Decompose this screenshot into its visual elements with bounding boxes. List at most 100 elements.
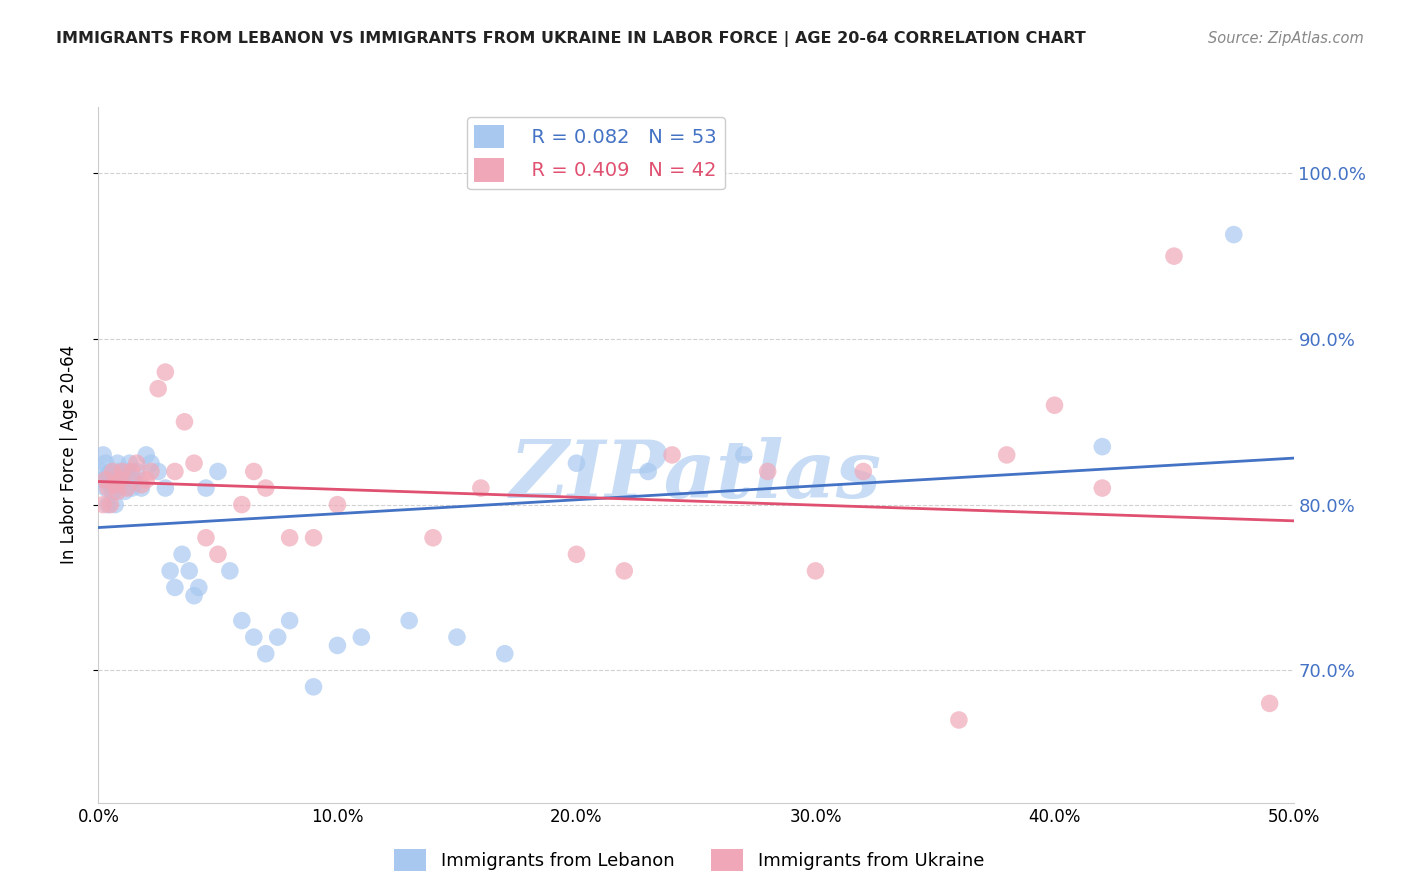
Point (565, 456, 588, 470)
Point (1091, 440, 1114, 454)
Point (115, 481, 138, 495)
Text: IMMIGRANTS FROM LEBANON VS IMMIGRANTS FROM UKRAINE IN LABOR FORCE | AGE 20-64 CO: IMMIGRANTS FROM LEBANON VS IMMIGRANTS FR… (56, 31, 1085, 47)
Point (107, 456, 129, 470)
Point (91, 448, 114, 462)
Point (121, 465, 143, 479)
Point (135, 473, 157, 487)
Point (115, 465, 138, 479)
Point (104, 498, 127, 512)
Point (135, 448, 157, 462)
Point (231, 614, 253, 628)
Point (243, 630, 266, 644)
Text: Source: ZipAtlas.com: Source: ZipAtlas.com (1208, 31, 1364, 46)
Point (107, 481, 129, 495)
Point (124, 473, 146, 487)
Point (94, 456, 117, 470)
Point (155, 481, 177, 495)
Point (101, 484, 124, 499)
Point (661, 448, 683, 462)
Text: ZIPatlas: ZIPatlas (510, 437, 882, 515)
Point (101, 473, 124, 487)
Point (148, 465, 170, 479)
Point (131, 481, 153, 495)
Point (278, 531, 301, 545)
Point (91, 498, 114, 512)
Point (163, 581, 186, 595)
Point (1043, 398, 1066, 412)
Point (194, 481, 218, 495)
Point (179, 564, 201, 578)
Point (1091, 481, 1114, 495)
Point (121, 481, 143, 495)
Point (131, 477, 153, 491)
Point (172, 547, 194, 561)
Point (302, 680, 325, 694)
Point (852, 465, 875, 479)
Point (326, 498, 349, 512)
Point (733, 448, 755, 462)
Point (207, 465, 229, 479)
Point (91, 473, 114, 487)
Point (350, 630, 373, 644)
Point (125, 465, 148, 479)
Point (108, 473, 131, 487)
Point (118, 456, 141, 470)
Point (565, 547, 588, 561)
Point (107, 484, 129, 499)
Point (219, 564, 242, 578)
Point (94, 473, 117, 487)
Point (187, 581, 209, 595)
Point (104, 477, 127, 491)
Point (243, 465, 266, 479)
Point (101, 465, 124, 479)
Point (111, 473, 134, 487)
Point (194, 531, 218, 545)
Point (183, 456, 205, 470)
Point (804, 564, 827, 578)
Point (94, 481, 117, 495)
Point (139, 465, 162, 479)
Point (97, 498, 120, 512)
Point (148, 382, 170, 396)
Point (183, 589, 205, 603)
Point (267, 630, 290, 644)
Point (637, 465, 659, 479)
Point (1163, 249, 1185, 263)
Point (163, 465, 186, 479)
Point (1258, 697, 1281, 711)
Point (446, 630, 468, 644)
Point (278, 614, 301, 628)
Point (231, 498, 253, 512)
Point (302, 531, 325, 545)
Point (995, 448, 1018, 462)
Point (114, 484, 136, 499)
Point (470, 481, 492, 495)
Point (254, 481, 277, 495)
Point (97, 467, 120, 482)
Point (108, 465, 131, 479)
Point (207, 547, 229, 561)
Point (494, 647, 516, 661)
Point (97, 481, 120, 495)
Legend: Immigrants from Lebanon, Immigrants from Ukraine: Immigrants from Lebanon, Immigrants from… (387, 842, 991, 879)
Legend:   R = 0.082   N = 53,   R = 0.409   N = 42: R = 0.082 N = 53, R = 0.409 N = 42 (467, 117, 724, 189)
Point (104, 467, 127, 482)
Point (139, 456, 162, 470)
Point (90, 465, 112, 479)
Point (125, 456, 148, 470)
Point (159, 564, 181, 578)
Point (254, 647, 277, 661)
Point (155, 365, 177, 379)
Y-axis label: In Labor Force | Age 20-64: In Labor Force | Age 20-64 (59, 345, 77, 565)
Point (398, 614, 420, 628)
Point (173, 415, 195, 429)
Point (326, 639, 349, 653)
Point (98, 498, 122, 512)
Point (948, 713, 970, 727)
Point (98, 477, 122, 491)
Point (111, 465, 134, 479)
Point (98, 465, 122, 479)
Point (756, 465, 779, 479)
Point (1222, 227, 1246, 242)
Point (422, 531, 444, 545)
